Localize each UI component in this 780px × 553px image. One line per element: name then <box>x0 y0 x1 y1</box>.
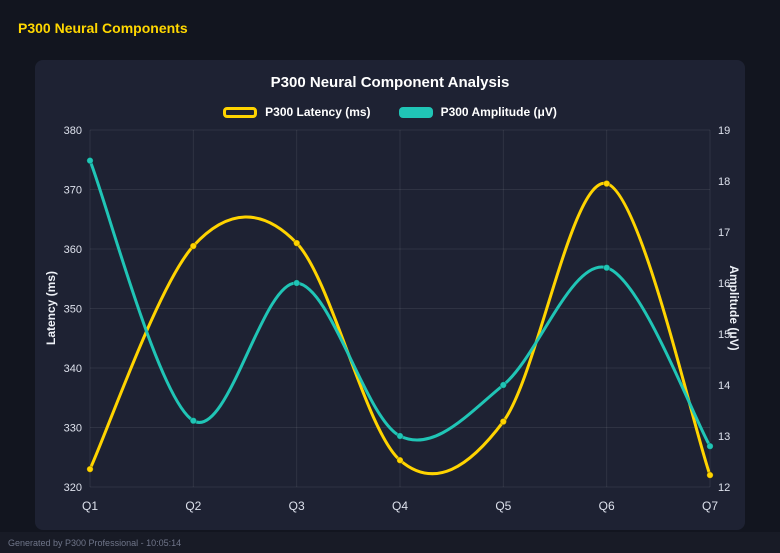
legend-label-latency: P300 Latency (ms) <box>265 105 371 119</box>
legend-label-amplitude: P300 Amplitude (μV) <box>440 105 557 119</box>
svg-text:14: 14 <box>718 380 730 392</box>
footer-text: Generated by P300 Professional - 10:05:1… <box>8 537 182 548</box>
svg-text:Q4: Q4 <box>392 499 408 513</box>
svg-text:12: 12 <box>718 482 730 494</box>
svg-text:320: 320 <box>64 482 82 494</box>
y-axis-title-left: Latency (ms) <box>44 270 58 346</box>
latency-swatch-icon <box>223 106 258 118</box>
legend-item-latency[interactable]: P300 Latency (ms) <box>223 105 371 119</box>
series-points-0 <box>86 179 714 479</box>
svg-text:370: 370 <box>64 185 82 197</box>
legend-item-amplitude[interactable]: P300 Amplitude (μV) <box>398 105 557 119</box>
chart-plot[interactable]: 320 330 340 350 360 370 380 12 13 14 15 16 17 18 19 Q1 Q… <box>35 125 745 525</box>
svg-text:19: 19 <box>718 125 730 137</box>
grid-lines <box>89 129 711 488</box>
svg-text:16: 16 <box>718 278 730 290</box>
svg-text:340: 340 <box>64 363 82 375</box>
svg-text:350: 350 <box>64 304 82 316</box>
svg-text:15: 15 <box>718 329 730 341</box>
chart-panel: P300 Neural Component Analysis P300 Late… <box>35 60 745 530</box>
svg-text:380: 380 <box>64 125 82 137</box>
svg-text:Q3: Q3 <box>289 499 305 513</box>
chart-legend: P300 Latency (ms) P300 Amplitude (μV) <box>35 103 745 121</box>
svg-text:360: 360 <box>64 244 82 256</box>
page-title: P300 Neural Components <box>18 20 188 36</box>
svg-text:Q6: Q6 <box>599 499 615 513</box>
svg-text:17: 17 <box>718 227 730 239</box>
axis-tick-labels: 320 330 340 350 360 370 380 12 13 14 15 16 17 18 19 Q1 Q… <box>64 125 731 513</box>
svg-text:Q1: Q1 <box>82 499 98 513</box>
series-points-1 <box>86 156 714 450</box>
amplitude-swatch-icon <box>398 106 433 118</box>
svg-text:Q2: Q2 <box>185 499 201 513</box>
footer-bar: Generated by P300 Professional - 10:05:1… <box>0 532 780 553</box>
svg-text:Q7: Q7 <box>702 499 718 513</box>
svg-text:330: 330 <box>64 423 82 435</box>
svg-text:13: 13 <box>718 431 730 443</box>
y-axis-title-right: Amplitude (μV) <box>727 265 741 351</box>
svg-text:Q5: Q5 <box>495 499 511 513</box>
chart-title: P300 Neural Component Analysis <box>270 74 510 91</box>
svg-text:18: 18 <box>718 176 730 188</box>
